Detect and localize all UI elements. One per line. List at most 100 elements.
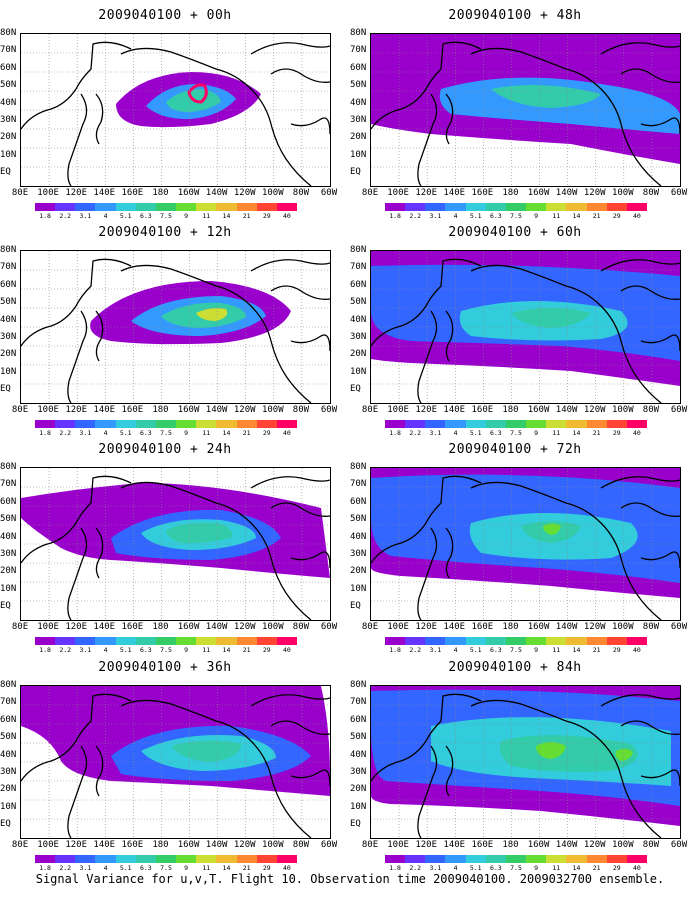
colorbar-swatch xyxy=(445,420,466,428)
lat-label: 70N xyxy=(350,479,367,490)
lon-label: 100W xyxy=(611,840,634,850)
colorbar-label: 40 xyxy=(633,212,641,220)
variance-contour xyxy=(171,740,241,762)
colorbar-label: 3.1 xyxy=(79,212,92,220)
panel-title: 2009040100 + 48h xyxy=(448,8,582,23)
lon-label: 160E xyxy=(471,622,494,632)
colorbar-swatch xyxy=(216,203,237,211)
lon-label: 140W xyxy=(555,405,578,415)
colorbar-label: 29 xyxy=(262,212,271,220)
colorbar-swatch xyxy=(566,203,587,211)
lon-label: 180 xyxy=(502,622,519,632)
lon-label: 80W xyxy=(642,622,660,632)
colorbar-label: 11 xyxy=(202,864,211,872)
colorbar-label: 6.3 xyxy=(489,646,502,654)
lon-label: 60W xyxy=(320,188,338,198)
colorbar-swatch xyxy=(445,203,466,211)
colorbar: 1.8 2.2 3.1 4 5.1 6.3 7.5 9 11 14 21 29 40 xyxy=(385,420,648,442)
colorbar-label: 21 xyxy=(242,429,251,437)
forecast-panel-84h: 2009040100 + 84h 80N 70N 60N 50N 40N 30N 20N 10N… xyxy=(350,660,687,872)
lat-label: 80N xyxy=(350,680,367,690)
colorbar-swatch xyxy=(176,855,197,863)
lat-label: 40N xyxy=(350,314,367,325)
lat-label: 40N xyxy=(350,97,367,108)
colorbar-swatch xyxy=(405,855,426,863)
colorbar-label: 2.2 xyxy=(409,212,422,220)
forecast-panel-24h: 2009040100 + 24h 80N 70N 60N 50N 40N 30N 20N 10N… xyxy=(0,442,337,654)
lon-label: 140E xyxy=(443,840,466,850)
lat-label: 10N xyxy=(0,583,17,594)
colorbar-label: 11 xyxy=(552,429,561,437)
lat-label: 50N xyxy=(350,80,367,91)
variance-contour xyxy=(187,83,208,104)
lon-label: 80E xyxy=(361,405,379,415)
colorbar-label: 40 xyxy=(283,646,291,654)
colorbar-swatch xyxy=(405,420,426,428)
colorbar-swatch xyxy=(135,203,156,211)
lat-label: EQ xyxy=(350,384,361,395)
lat-label: 30N xyxy=(350,767,367,777)
coastline xyxy=(371,475,680,620)
map-area xyxy=(20,33,331,187)
lon-label: 160W xyxy=(527,622,550,632)
colorbar-label: 14 xyxy=(572,212,581,220)
colorbar-swatch xyxy=(236,637,257,645)
colorbar-label: 21 xyxy=(592,212,601,220)
colorbar-label: 1.8 xyxy=(389,212,401,220)
longitude-axis: 80E 100E 120E 140E 160E 180 160W 140W 120W 100W 80… xyxy=(0,622,345,634)
colorbar-swatch xyxy=(55,637,76,645)
colorbar-swatch xyxy=(465,203,486,211)
longitude-axis: 80E 100E 120E 140E 160E 180 160W 140W 120W 100W 80… xyxy=(350,405,695,417)
colorbar-swatch xyxy=(75,855,96,863)
lon-label: 160W xyxy=(527,840,550,850)
colorbar-swatch xyxy=(75,637,96,645)
colorbar-label: 29 xyxy=(612,864,621,872)
lon-label: 100W xyxy=(261,188,284,198)
colorbar-swatch xyxy=(135,637,156,645)
lon-label: 140E xyxy=(443,405,466,415)
colorbar-label: 29 xyxy=(262,646,271,654)
lat-label: 50N xyxy=(350,514,367,525)
colorbar-swatch xyxy=(526,855,547,863)
lat-label: EQ xyxy=(0,384,11,395)
lon-label: 120E xyxy=(415,840,438,850)
map-area xyxy=(20,467,331,621)
lon-label: 100E xyxy=(387,405,409,415)
colorbar-swatch xyxy=(196,420,217,428)
forecast-panel-48h: 2009040100 + 48h 80N 70N 60N 50N 40N 30N 20N 10N… xyxy=(350,8,687,220)
colorbar-label: 9 xyxy=(184,429,189,437)
lon-label: 60W xyxy=(320,840,338,850)
lat-label: 70N xyxy=(0,479,17,490)
lat-label: 80N xyxy=(0,28,17,38)
coastline xyxy=(21,258,330,403)
colorbar-swatch xyxy=(566,855,587,863)
lat-label: 10N xyxy=(350,149,367,160)
colorbar-swatch xyxy=(196,855,217,863)
lon-label: 120W xyxy=(583,188,606,198)
colorbar-swatch xyxy=(626,637,648,645)
colorbar-label: 4 xyxy=(453,646,458,654)
colorbar-swatch xyxy=(606,637,627,645)
colorbar-label: 21 xyxy=(592,864,601,872)
colorbar-label: 11 xyxy=(552,212,561,220)
colorbar-swatch xyxy=(425,855,446,863)
colorbar-swatch xyxy=(115,203,136,211)
colorbar: 1.8 2.2 3.1 4 5.1 6.3 7.5 9 11 14 21 29 40 xyxy=(385,855,648,877)
figure-caption: Signal Variance for u,v,T. Flight 10. Ob… xyxy=(35,872,665,886)
lon-label: 120W xyxy=(583,622,606,632)
colorbar-label: 14 xyxy=(222,646,231,654)
lon-label: 180 xyxy=(152,405,169,415)
lon-label: 140W xyxy=(205,188,228,198)
lon-label: 100W xyxy=(261,840,284,850)
lon-label: 120E xyxy=(65,405,88,415)
colorbar-swatch xyxy=(445,855,466,863)
colorbar-swatch xyxy=(526,420,547,428)
lat-label: EQ xyxy=(350,167,361,178)
lon-label: 120E xyxy=(65,840,88,850)
colorbar-swatch xyxy=(276,855,298,863)
colorbar-label: 21 xyxy=(592,646,601,654)
colorbar-label: 4 xyxy=(453,429,458,437)
colorbar-swatch xyxy=(425,637,446,645)
colorbar: 1.8 2.2 3.1 4 5.1 6.3 7.5 9 11 14 21 29 40 xyxy=(35,855,298,877)
lon-label: 80E xyxy=(361,840,379,850)
